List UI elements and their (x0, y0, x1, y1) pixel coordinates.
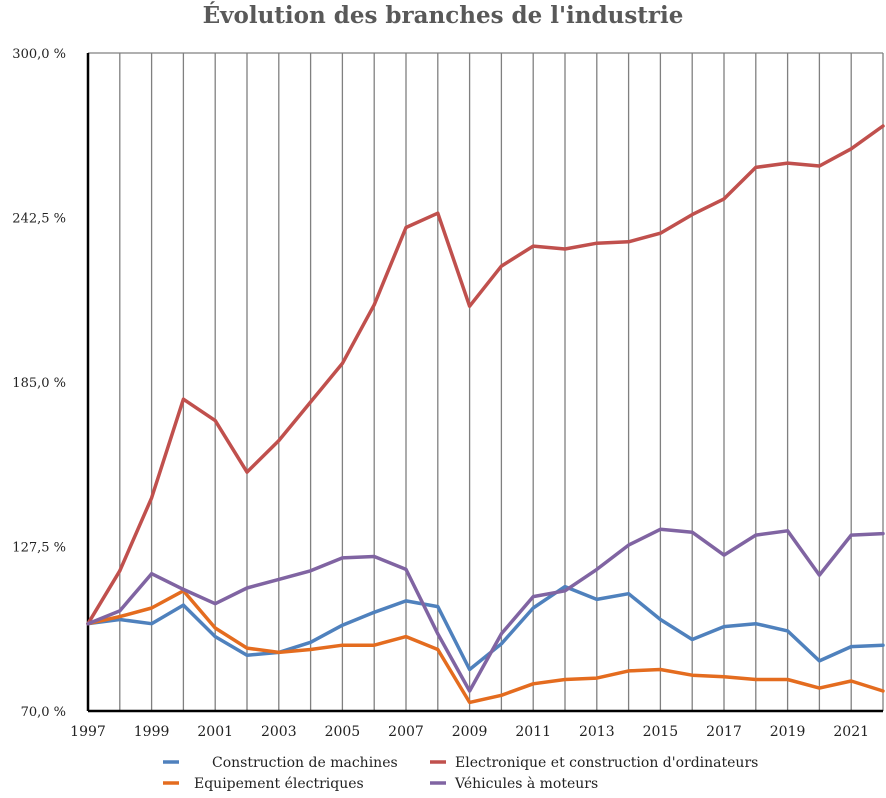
axes (86, 53, 883, 713)
x-tick-label: 2005 (325, 724, 361, 740)
x-tick-label: 2011 (515, 724, 551, 740)
legend: Construction de machines Electronique et … (163, 755, 758, 792)
series-lines (86, 124, 885, 705)
series-line (86, 124, 885, 626)
series-line (86, 589, 885, 705)
y-tick-label: 242,5 % (12, 212, 66, 227)
x-tick-label: 2007 (388, 724, 424, 740)
series-line (86, 584, 885, 672)
x-tick-label: 2003 (261, 724, 297, 740)
legend-label: Equipement électriques (194, 776, 364, 792)
x-tick-label: 2017 (706, 724, 742, 740)
y-tick-label: 70,0 % (21, 705, 66, 720)
y-tick-label: 300,0 % (12, 47, 66, 62)
series-line (86, 527, 885, 693)
x-tick-label: 2019 (770, 724, 806, 740)
x-tick-label: 2009 (452, 724, 488, 740)
y-tick-label: 127,5 % (12, 541, 66, 556)
legend-label: Véhicules à moteurs (454, 775, 598, 792)
legend-label: Construction de machines (212, 755, 398, 771)
x-tick-label: 2001 (197, 724, 233, 740)
x-tick-label: 2013 (579, 724, 615, 740)
gridlines (87, 52, 884, 711)
x-tick-label: 2015 (643, 724, 679, 740)
y-axis-ticks: 300,0 % 242,5 % 185,0 % 127,5 % 70,0 % (12, 47, 66, 720)
x-axis-ticks: 1997 1999 2001 2003 2005 2007 2009 2011 2013 2015… (70, 724, 869, 740)
x-tick-label: 1999 (134, 724, 170, 740)
x-tick-label: 1997 (70, 724, 106, 740)
chart-title: Évolution des branches de l'industrie (202, 2, 684, 29)
y-tick-label: 185,0 % (12, 376, 66, 391)
x-tick-label: 2021 (833, 724, 869, 740)
legend-label: Electronique et construction d'ordinateu… (455, 755, 758, 771)
